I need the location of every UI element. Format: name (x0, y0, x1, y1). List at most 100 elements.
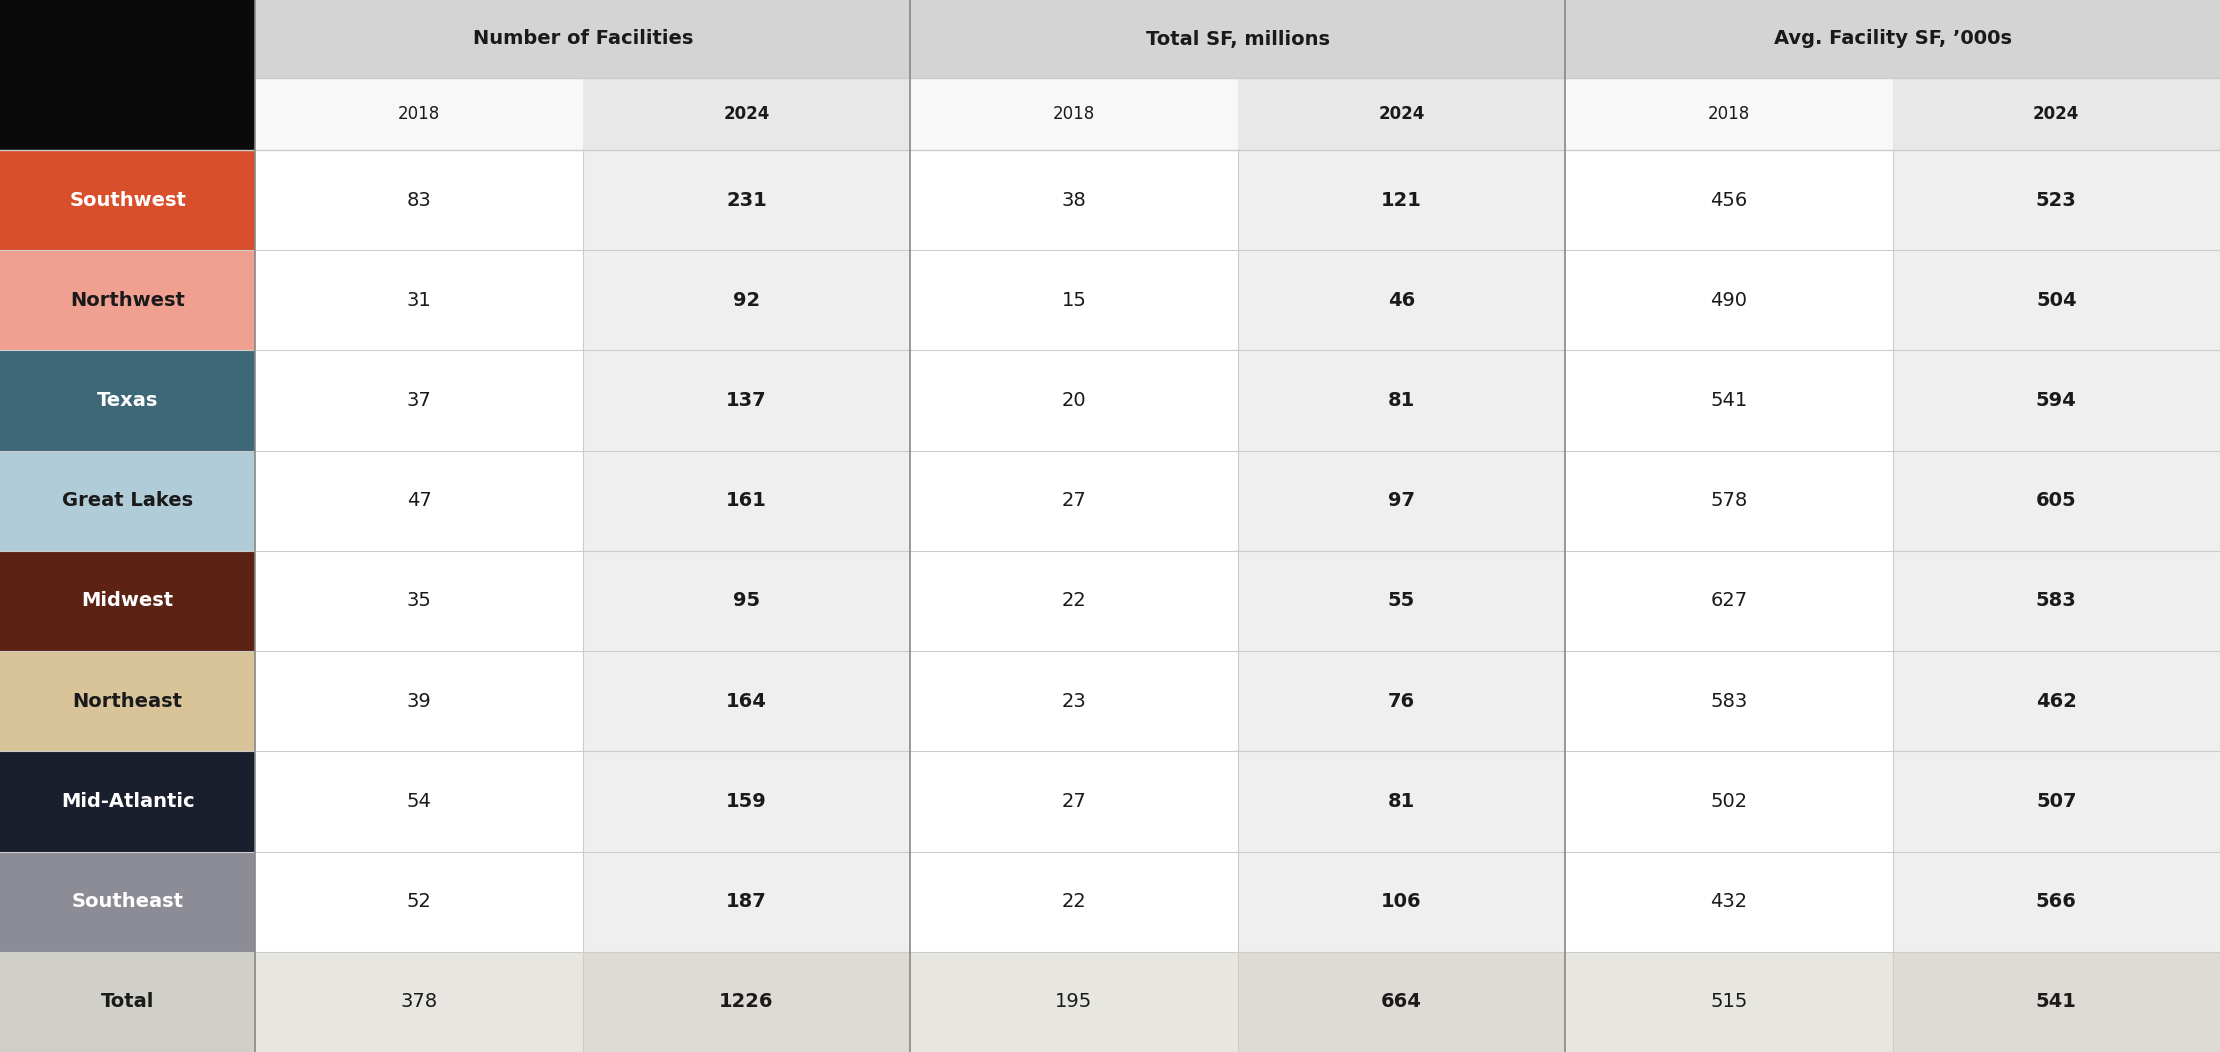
Text: 507: 507 (2036, 792, 2076, 811)
Text: 137: 137 (726, 391, 766, 410)
Bar (1894, 751, 2220, 851)
Bar (0, 350, 255, 450)
Bar (910, 350, 1239, 450)
Bar (1894, 651, 2220, 751)
Text: 432: 432 (1709, 892, 1747, 911)
Text: Southeast: Southeast (71, 892, 184, 911)
Bar (1894, 851, 2220, 952)
Bar (582, 78, 910, 150)
Text: 95: 95 (733, 591, 759, 610)
Text: 502: 502 (1709, 792, 1747, 811)
Text: 2018: 2018 (397, 105, 440, 123)
Text: 566: 566 (2036, 892, 2076, 911)
Text: 47: 47 (406, 491, 431, 510)
Text: Northwest: Northwest (71, 290, 184, 310)
Bar (1239, 450, 1565, 551)
Text: Total SF, millions: Total SF, millions (1146, 29, 1330, 48)
Text: 27: 27 (1061, 491, 1086, 510)
Text: 195: 195 (1054, 992, 1092, 1011)
Text: 92: 92 (733, 290, 759, 310)
Bar (1565, 250, 1894, 350)
Bar (0, 450, 255, 551)
Text: 2024: 2024 (1379, 105, 1425, 123)
Text: 578: 578 (1709, 491, 1747, 510)
Text: 55: 55 (1388, 591, 1414, 610)
Bar (1239, 651, 1565, 751)
Bar (0, 150, 255, 250)
Bar (1894, 551, 2220, 651)
Text: 20: 20 (1061, 391, 1086, 410)
Text: 378: 378 (400, 992, 437, 1011)
Text: 161: 161 (726, 491, 766, 510)
Bar (1239, 952, 1565, 1052)
Text: 541: 541 (2036, 992, 2076, 1011)
Bar (1239, 851, 1565, 952)
Bar (255, 952, 584, 1052)
Bar (1239, 551, 1565, 651)
Text: 2018: 2018 (1707, 105, 1749, 123)
Bar (255, 450, 584, 551)
Text: 583: 583 (2036, 591, 2076, 610)
Text: 52: 52 (406, 892, 431, 911)
Bar (255, 78, 584, 150)
Bar (910, 250, 1239, 350)
Bar (1565, 150, 1894, 250)
Bar (1239, 751, 1565, 851)
Bar (1239, 78, 1565, 150)
Text: 54: 54 (406, 792, 431, 811)
Bar (255, 751, 584, 851)
Bar (582, 751, 910, 851)
Bar (1565, 350, 1894, 450)
Bar (0, 952, 255, 1052)
Bar (0, 651, 255, 751)
Bar (1894, 952, 2220, 1052)
Text: 605: 605 (2036, 491, 2076, 510)
Bar (255, 0, 2220, 78)
Text: 594: 594 (2036, 391, 2076, 410)
Bar (0, 551, 255, 651)
Text: 97: 97 (1388, 491, 1414, 510)
Bar (1239, 250, 1565, 350)
Bar (582, 450, 910, 551)
Text: 2024: 2024 (2034, 105, 2080, 123)
Bar (1894, 350, 2220, 450)
Text: 121: 121 (1381, 190, 1421, 209)
Text: 31: 31 (406, 290, 431, 310)
Text: 541: 541 (1709, 391, 1747, 410)
Bar (910, 150, 1239, 250)
Bar (1239, 150, 1565, 250)
Text: Texas: Texas (98, 391, 158, 410)
Bar (910, 651, 1239, 751)
Bar (255, 851, 584, 952)
Text: 2018: 2018 (1052, 105, 1094, 123)
Text: Northeast: Northeast (73, 692, 182, 711)
Bar (255, 551, 584, 651)
Text: 106: 106 (1381, 892, 1421, 911)
Text: 15: 15 (1061, 290, 1086, 310)
Text: 83: 83 (406, 190, 431, 209)
Text: 515: 515 (1709, 992, 1747, 1011)
Text: 523: 523 (2036, 190, 2076, 209)
Bar (255, 350, 584, 450)
Bar (1565, 952, 1894, 1052)
Bar (582, 150, 910, 250)
Text: Total: Total (100, 992, 155, 1011)
Bar (1894, 450, 2220, 551)
Bar (255, 150, 584, 250)
Bar (910, 851, 1239, 952)
Text: 187: 187 (726, 892, 766, 911)
Text: 22: 22 (1061, 591, 1086, 610)
Bar (582, 551, 910, 651)
Text: 164: 164 (726, 692, 766, 711)
Text: 1226: 1226 (719, 992, 775, 1011)
Text: 23: 23 (1061, 692, 1086, 711)
Text: 76: 76 (1388, 692, 1414, 711)
Bar (0, 751, 255, 851)
Bar (1894, 250, 2220, 350)
Text: 456: 456 (1709, 190, 1747, 209)
Text: Midwest: Midwest (82, 591, 173, 610)
Bar (0, 0, 255, 78)
Bar (0, 250, 255, 350)
Bar (1565, 851, 1894, 952)
Bar (582, 250, 910, 350)
